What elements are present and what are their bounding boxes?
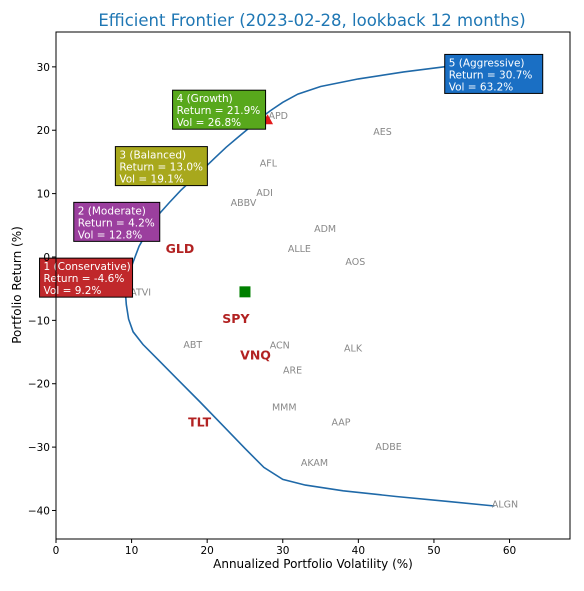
x-axis: 0 10 20 30 40 50 60 xyxy=(53,539,516,557)
y-tick-label: −10 xyxy=(28,315,50,327)
y-tick-label: −30 xyxy=(28,442,50,454)
y-tick-label: −40 xyxy=(28,505,50,517)
stock-label: AES xyxy=(373,127,392,138)
stock-label: MMM xyxy=(272,403,297,414)
x-tick-label: 0 xyxy=(53,545,60,557)
y-tick-label: −20 xyxy=(28,379,50,391)
portfolio-box xyxy=(73,201,161,242)
y-tick-label: 20 xyxy=(37,125,50,137)
stock-label: ADM xyxy=(314,224,336,235)
portfolio-return: Return = 21.9% xyxy=(177,105,261,117)
x-tick-label: 40 xyxy=(352,545,365,557)
stock-label: ALGN xyxy=(492,500,518,511)
x-tick-label: 20 xyxy=(200,545,213,557)
center-square-marker xyxy=(239,286,251,298)
x-axis-label: Annualized Portfolio Volatility (%) xyxy=(213,557,413,571)
portfolio-name: 4 (Growth) xyxy=(177,93,233,105)
stock-label: APD xyxy=(268,111,288,122)
stock-label: AKAM xyxy=(301,458,328,469)
portfolio-annotation: 3 (Balanced)Return = 13.0%Vol = 19.1% xyxy=(114,146,208,187)
stock-label: ALLE xyxy=(288,244,311,255)
portfolio-name: 2 (Moderate) xyxy=(78,205,146,217)
portfolio-annotation: 1 (Conservative)Return = -4.6%Vol = 9.2% xyxy=(39,257,134,298)
stock-label: ADI xyxy=(256,188,273,199)
stock-label: ATVI xyxy=(130,287,151,298)
portfolio-vol: Vol = 26.8% xyxy=(177,117,242,129)
portfolio-return: Return = -4.6% xyxy=(44,273,125,285)
portfolio-box xyxy=(114,146,208,187)
y-axis-label: Portfolio Return (%) xyxy=(10,226,24,344)
frontier-line xyxy=(124,61,499,507)
portfolio-vol: Vol = 19.1% xyxy=(119,174,184,186)
plot-frame xyxy=(55,31,571,540)
portfolio-vol: Vol = 63.2% xyxy=(449,81,514,93)
y-axis: −40 −30 −20 −10 0 10 20 30 xyxy=(28,62,56,517)
portfolio-return: Return = 30.7% xyxy=(449,69,533,81)
etf-label: TLT xyxy=(188,414,211,429)
x-tick-label: 10 xyxy=(125,545,138,557)
y-tick-label: 10 xyxy=(37,189,50,201)
y-tick-label: 30 xyxy=(37,62,50,74)
etf-label: GLD xyxy=(166,241,195,256)
x-tick-label: 50 xyxy=(427,545,440,557)
portfolio-box xyxy=(444,53,544,94)
portfolio-return: Return = 4.2% xyxy=(78,217,155,229)
portfolio-box xyxy=(172,89,267,130)
stock-label: ACN xyxy=(270,341,290,352)
stock-label: ABT xyxy=(183,340,202,351)
stock-label: ARE xyxy=(283,365,302,376)
x-tick-label: 60 xyxy=(503,545,516,557)
portfolio-vol: Vol = 9.2% xyxy=(44,285,102,297)
portfolio-annotation: 5 (Aggressive)Return = 30.7%Vol = 63.2% xyxy=(444,53,544,94)
portfolio-box xyxy=(39,257,134,298)
stock-label: ADBE xyxy=(375,442,401,453)
portfolio-annotation: 2 (Moderate)Return = 4.2%Vol = 12.8% xyxy=(73,201,161,242)
stock-label: AAP xyxy=(331,417,350,428)
portfolio-return: Return = 13.0% xyxy=(119,162,203,174)
etf-label: VNQ xyxy=(240,348,271,363)
stock-label: AOS xyxy=(345,257,365,268)
stock-label: AFL xyxy=(260,159,278,170)
portfolio-vol: Vol = 12.8% xyxy=(78,229,143,241)
portfolio-name: 1 (Conservative) xyxy=(44,261,131,273)
etf-label: SPY xyxy=(222,311,250,326)
stock-label: ALK xyxy=(344,344,363,355)
y-tick-label: 0 xyxy=(43,252,50,264)
x-tick-label: 30 xyxy=(276,545,289,557)
chart-title: Efficient Frontier (2023-02-28, lookback… xyxy=(98,11,525,30)
portfolio-name: 5 (Aggressive) xyxy=(449,57,525,69)
portfolio-name: 3 (Balanced) xyxy=(119,150,186,162)
stock-label: ABBV xyxy=(231,198,257,209)
portfolio-annotation: 4 (Growth)Return = 21.9%Vol = 26.8% xyxy=(172,89,267,130)
